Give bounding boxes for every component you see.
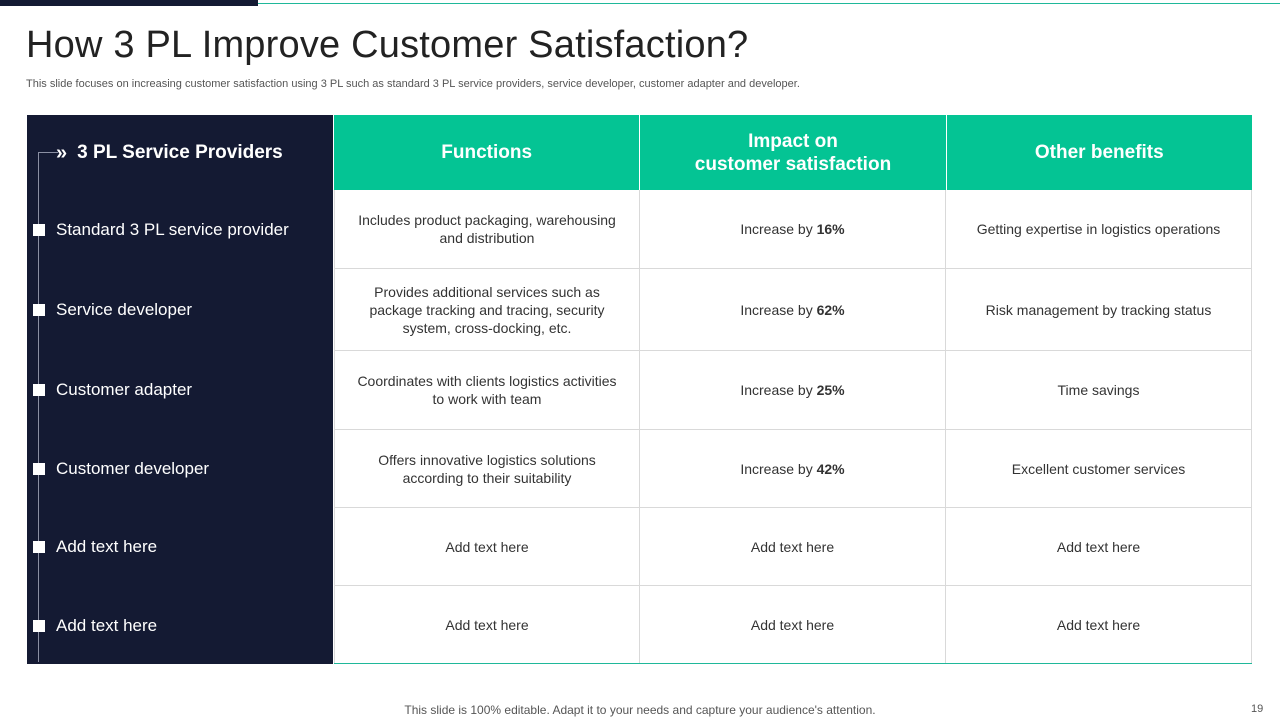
benefit-cell: Add text here bbox=[946, 508, 1252, 585]
page-number: 19 bbox=[1251, 703, 1264, 715]
square-bullet-icon bbox=[33, 224, 45, 236]
impact-value: 62% bbox=[816, 301, 845, 318]
function-cell: Add text here bbox=[334, 586, 640, 663]
provider-item-label: Customer adapter bbox=[56, 380, 193, 399]
comparison-table: Includes product packaging, warehousing … bbox=[334, 190, 1252, 664]
impact-cell: Increase by 25% bbox=[640, 351, 946, 429]
function-cell: Offers innovative logistics solutions ac… bbox=[334, 430, 640, 507]
benefit-cell: Time savings bbox=[946, 351, 1252, 429]
double-chevron-right-icon: » bbox=[56, 142, 68, 164]
provider-item: Customer adapter bbox=[33, 380, 192, 400]
square-bullet-icon bbox=[33, 541, 45, 553]
impact-cell: Increase by 16% bbox=[640, 190, 946, 268]
provider-item: Standard 3 PL service provider bbox=[33, 220, 289, 240]
provider-item: Service developer bbox=[33, 300, 192, 320]
provider-item-label: Customer developer bbox=[56, 459, 210, 478]
benefit-cell: Risk management by tracking status bbox=[946, 269, 1252, 350]
tree-connector-line bbox=[38, 152, 39, 662]
provider-item-label: Add text here bbox=[56, 616, 158, 635]
tree-connector-stub bbox=[38, 152, 58, 153]
provider-item: Customer developer bbox=[33, 459, 209, 479]
provider-item: Add text here bbox=[33, 616, 157, 636]
table-row: Add text here Add text here Add text her… bbox=[334, 586, 1252, 663]
function-cell: Provides additional services such as pac… bbox=[334, 269, 640, 350]
impact-value: 25% bbox=[816, 382, 845, 398]
header-benefits-label: Other benefits bbox=[1034, 142, 1164, 163]
table-header-row: Functions Impact on customer satisfactio… bbox=[334, 115, 1252, 190]
impact-prefix: Increase by bbox=[740, 301, 813, 318]
impact-prefix: Increase by bbox=[740, 382, 813, 398]
page-subtitle: This slide focuses on increasing custome… bbox=[26, 78, 800, 90]
table-row: Provides additional services such as pac… bbox=[334, 269, 1252, 351]
top-accent-bar bbox=[0, 0, 258, 6]
square-bullet-icon bbox=[33, 620, 45, 632]
impact-value: 42% bbox=[816, 460, 845, 477]
provider-item-label: Standard 3 PL service provider bbox=[56, 220, 289, 239]
header-impact-label: Impact on customer satisfaction bbox=[694, 130, 892, 175]
impact-cell: Add text here bbox=[640, 586, 946, 663]
providers-header: » 3 PL Service Providers bbox=[56, 142, 283, 164]
provider-item-label: Service developer bbox=[56, 300, 193, 319]
page-title: How 3 PL Improve Customer Satisfaction? bbox=[26, 24, 749, 66]
table-row: Includes product packaging, warehousing … bbox=[334, 190, 1252, 269]
providers-panel bbox=[27, 115, 333, 664]
header-functions-label: Functions bbox=[441, 142, 533, 163]
impact-cell: Increase by 62% bbox=[640, 269, 946, 350]
function-cell: Add text here bbox=[334, 508, 640, 585]
footer-note: This slide is 100% editable. Adapt it to… bbox=[404, 703, 876, 717]
function-cell: Coordinates with clients logistics activ… bbox=[334, 351, 640, 429]
top-accent-line bbox=[258, 3, 1280, 4]
benefit-cell: Add text here bbox=[946, 586, 1252, 663]
table-row: Offers innovative logistics solutions ac… bbox=[334, 430, 1252, 508]
square-bullet-icon bbox=[33, 463, 45, 475]
header-functions: Functions bbox=[334, 115, 641, 190]
benefit-cell: Excellent customer services bbox=[946, 430, 1252, 507]
providers-header-label: 3 PL Service Providers bbox=[77, 142, 283, 163]
impact-value: 16% bbox=[816, 221, 845, 237]
impact-prefix: Increase by bbox=[740, 221, 813, 237]
table-row: Add text here Add text here Add text her… bbox=[334, 508, 1252, 586]
square-bullet-icon bbox=[33, 304, 45, 316]
impact-cell: Increase by 42% bbox=[640, 430, 946, 507]
provider-item: Add text here bbox=[33, 537, 157, 557]
function-cell: Includes product packaging, warehousing … bbox=[334, 190, 640, 268]
benefit-cell: Getting expertise in logistics operation… bbox=[946, 190, 1252, 268]
header-impact: Impact on customer satisfaction bbox=[640, 115, 947, 190]
impact-prefix: Increase by bbox=[740, 460, 813, 477]
table-row: Coordinates with clients logistics activ… bbox=[334, 351, 1252, 430]
square-bullet-icon bbox=[33, 384, 45, 396]
provider-item-label: Add text here bbox=[56, 537, 158, 556]
header-benefits: Other benefits bbox=[947, 115, 1252, 190]
impact-cell: Add text here bbox=[640, 508, 946, 585]
